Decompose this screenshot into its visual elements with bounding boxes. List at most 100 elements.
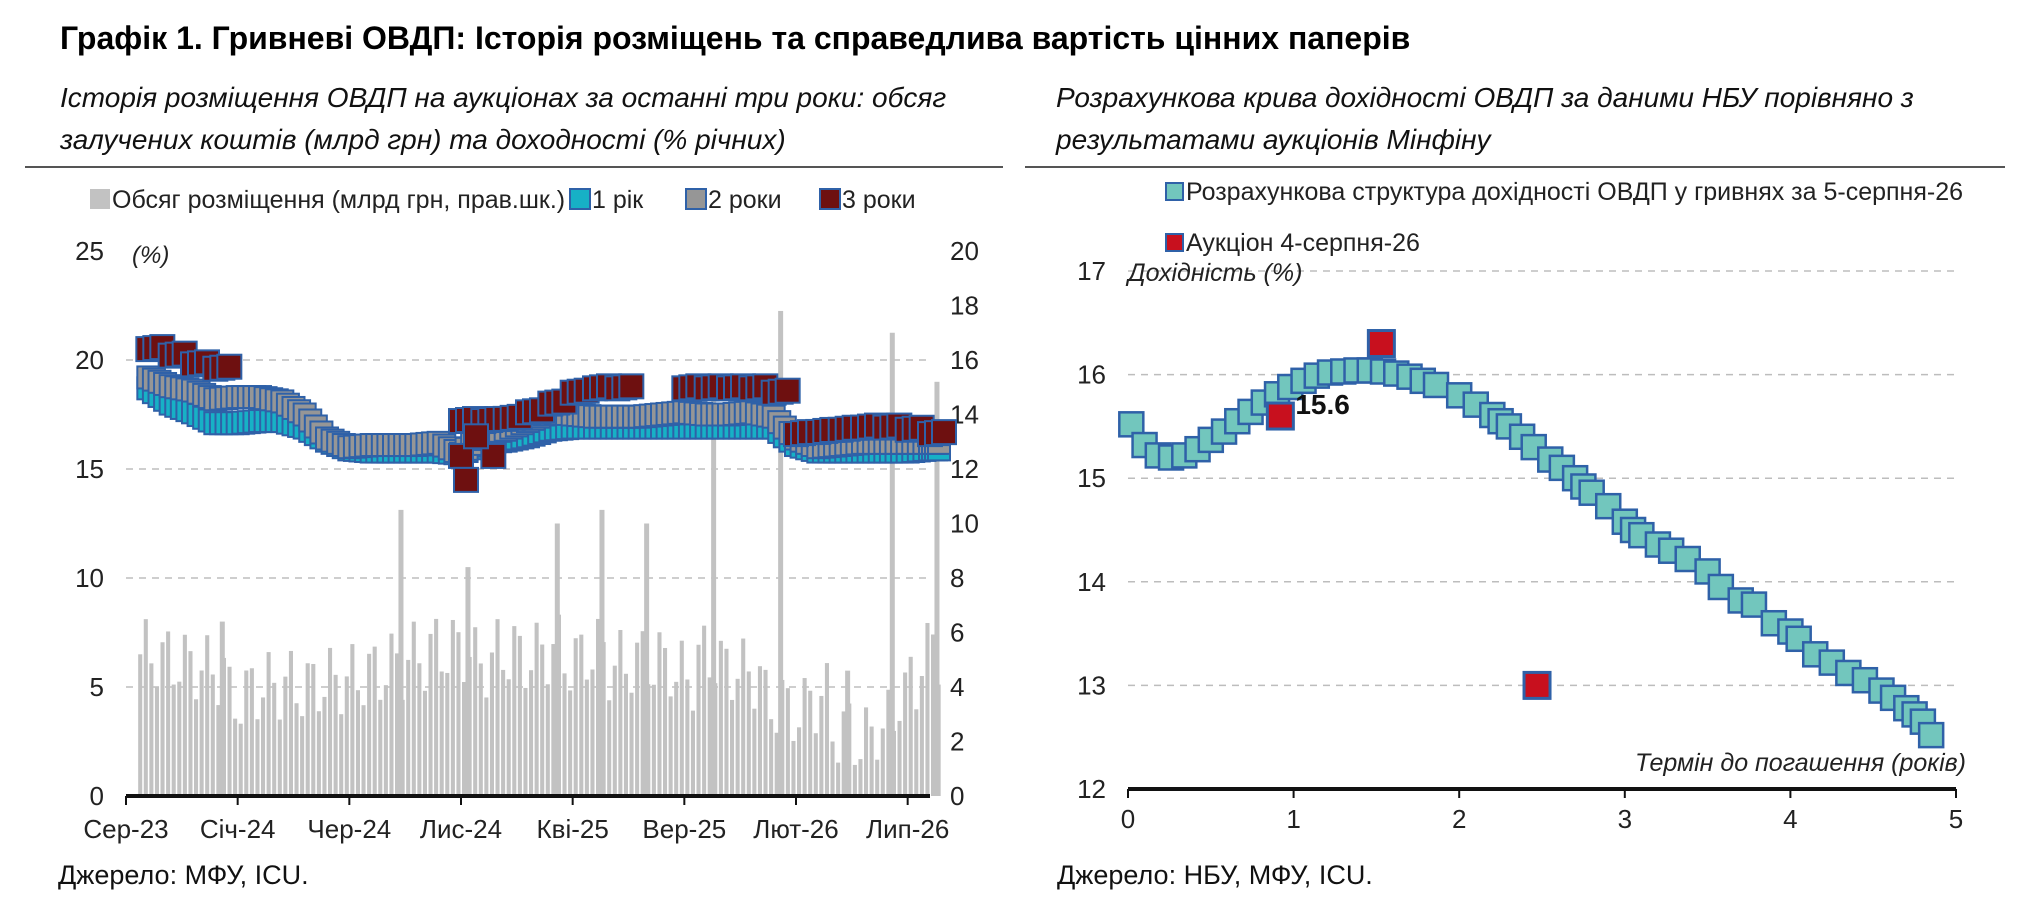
y-right-tick-label: 8 [950,563,964,593]
volume-bar-spike [599,509,605,796]
volume-bar [143,619,148,796]
legend-label-y1: 1 рік [592,186,644,214]
volume-bar [785,688,790,796]
volume-bar [484,697,489,796]
volume-bar [657,632,662,796]
volume-bar [880,728,885,796]
volume-bar [439,671,444,796]
volume-bar [294,703,299,796]
volume-bar [434,618,439,796]
volume-bar [445,672,450,796]
volume-bar [841,711,846,796]
volume-bar [350,644,355,796]
volume-bar [797,727,802,796]
volume-bar [166,631,171,796]
legend-swatch-y1 [569,188,591,210]
volume-bar [288,650,293,796]
volume-bar [919,676,924,796]
y-tick-label: 13 [1077,670,1106,700]
y-left-tick-label: 15 [75,454,104,484]
volume-bar [529,670,534,796]
y-right-tick-label: 10 [950,509,979,539]
volume-bar [763,669,768,796]
volume-bar [199,670,204,796]
volume-bar [316,711,321,796]
main-title: Графік 1. Гривневі ОВДП: Історія розміще… [60,20,1411,56]
x-tick-label: 0 [1121,804,1135,834]
volume-bar [612,665,617,796]
y-right-tick-label: 6 [950,618,964,648]
legend-label-y2: 2 роки [708,186,782,214]
y-left-tick-label: 0 [90,781,104,811]
x-tick-label: 3 [1618,804,1632,834]
volume-bar [489,652,494,796]
yield-3y-marker [453,466,479,493]
legend-label-curve: Розрахункова структура дохідності ОВДП у… [1186,178,1963,206]
volume-bar [300,716,305,796]
y-right-tick-label: 16 [950,345,979,375]
x-tick-label: Лип-26 [866,814,949,844]
y-tick-label: 12 [1077,774,1106,804]
volume-bar [925,622,930,796]
volume-bar-spike [778,310,784,796]
volume-bar [752,708,757,796]
volume-bar-spike [465,567,471,796]
x-tick-label: Лис-24 [420,814,502,844]
curve-point [1422,371,1450,399]
volume-bar [378,699,383,796]
volume-bar [623,673,628,796]
x-tick-label: Січ-24 [200,814,276,844]
volume-bar [311,663,316,796]
volume-bar [903,672,908,796]
volume-bar [651,684,656,796]
y-tick-label: 16 [1077,360,1106,390]
curve-point [1707,573,1735,601]
volume-bar [735,678,740,796]
yield-3y-marker [618,373,645,400]
volume-bar [411,621,416,796]
legend-label-bars: Обсяг розміщення (млрд грн, прав.шк.) [112,186,565,214]
volume-bar [422,690,427,796]
left-chart-divider [25,166,1003,168]
volume-bar [367,653,372,796]
volume-bar [339,714,344,796]
auction-point [1522,670,1552,700]
y-right-tick-label: 20 [950,236,979,266]
x-axis-label: Термін до погашення (років) [1635,749,1966,777]
x-tick-label: Лют-26 [753,814,838,844]
y-left-tick-label: 20 [75,345,104,375]
curve-point [1917,721,1945,749]
volume-bar [283,676,288,796]
volume-bar-spike [845,670,851,796]
volume-bar [590,669,595,796]
x-tick-label: 1 [1286,804,1300,834]
volume-bar [573,638,578,796]
y-tick-label: 15 [1077,463,1106,493]
volume-bar [188,651,193,796]
volume-bar [596,618,601,796]
volume-bar [238,723,243,796]
volume-bar [328,647,333,796]
volume-bar [746,671,751,796]
volume-bar [277,719,282,796]
y-tick-label: 17 [1077,256,1106,286]
volume-bar [724,648,729,796]
volume-bar [545,684,550,796]
volume-bar [205,635,210,796]
volume-bar [255,719,260,796]
volume-bar [177,681,182,796]
yield-3y-marker [774,377,801,404]
volume-bar [512,626,517,796]
volume-bar [210,674,215,796]
volume-bar [517,635,522,796]
right-chart-subtitle: Розрахункова крива дохідності ОВДП за да… [1056,82,1914,155]
volume-bar [579,634,584,796]
volume-bar [875,759,880,796]
legend-swatch-curve [1165,182,1184,201]
volume-bar [450,619,455,796]
volume-bar [869,726,874,796]
volume-bar [495,619,500,796]
y-right-tick-label: 2 [950,727,964,757]
legend-swatch-bars [90,189,110,209]
y-axis-label: Дохідність (%) [1125,259,1302,287]
